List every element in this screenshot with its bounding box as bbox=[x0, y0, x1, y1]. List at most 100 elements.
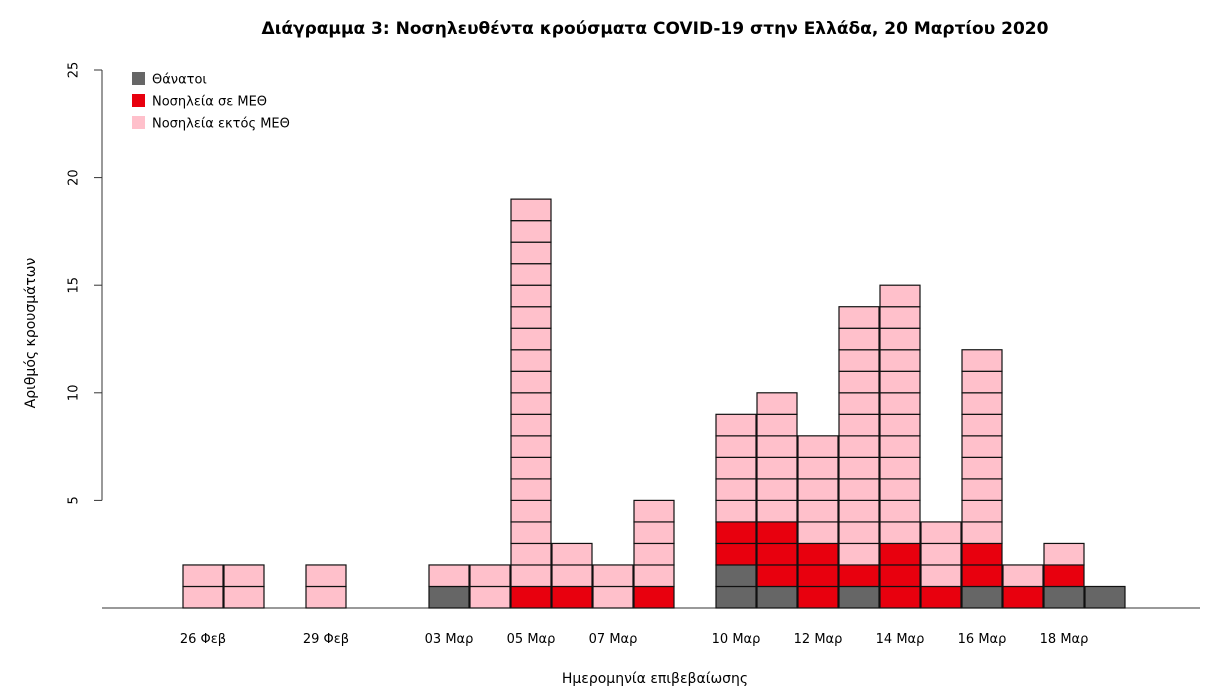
bar-block bbox=[920, 564, 962, 588]
bar-block bbox=[182, 564, 224, 588]
bar-block bbox=[961, 349, 1003, 372]
bar-block bbox=[715, 521, 757, 545]
bar-block bbox=[879, 327, 921, 351]
bar-block bbox=[961, 499, 1003, 523]
bar-block bbox=[1043, 542, 1085, 566]
bar-block bbox=[961, 413, 1003, 437]
bar-block bbox=[715, 542, 757, 566]
y-tick-label: 20 bbox=[67, 169, 82, 186]
bar-block bbox=[510, 370, 552, 394]
bar-block bbox=[797, 478, 839, 502]
bar-block bbox=[510, 306, 552, 329]
x-axis-label: Ημερομηνία επιβεβαίωσης bbox=[562, 671, 748, 687]
legend-label: Νοσηλεία σε ΜΕΘ bbox=[152, 95, 267, 110]
x-axis: 26 Φεβ 29 Φεβ 03 Μαρ 05 Μαρ 07 Μαρ 10 Μαρ 12 Μ… bbox=[102, 607, 1200, 647]
bar-block bbox=[838, 456, 880, 480]
bar-block bbox=[961, 392, 1003, 415]
bars bbox=[182, 198, 1126, 609]
bar-block bbox=[1084, 585, 1126, 609]
bar-block bbox=[510, 392, 552, 415]
bar-block bbox=[633, 521, 675, 545]
bar-block bbox=[510, 564, 552, 588]
bar-block bbox=[879, 456, 921, 480]
bar-block bbox=[633, 585, 675, 609]
bar-block bbox=[1043, 585, 1085, 609]
bar-block bbox=[879, 413, 921, 437]
bar-block bbox=[838, 327, 880, 351]
x-tick-label: 10 Μαρ bbox=[712, 632, 761, 647]
bar-block bbox=[510, 327, 552, 351]
bar-block bbox=[920, 542, 962, 566]
bar-block bbox=[223, 585, 265, 609]
bar-block bbox=[715, 585, 757, 609]
bar-block bbox=[838, 564, 880, 588]
bar-block bbox=[838, 370, 880, 394]
legend-swatch bbox=[132, 94, 145, 107]
x-tick-label: 07 Μαρ bbox=[589, 632, 638, 647]
bar-block bbox=[879, 349, 921, 372]
bar-block bbox=[838, 585, 880, 609]
bar-block bbox=[633, 499, 675, 523]
bar-block bbox=[510, 542, 552, 566]
bar-block bbox=[797, 542, 839, 566]
bar-block bbox=[715, 564, 757, 588]
bar-block bbox=[879, 499, 921, 523]
x-tick-label: 29 Φεβ bbox=[303, 632, 349, 647]
bar-block bbox=[510, 521, 552, 545]
bar-block bbox=[592, 564, 634, 588]
y-axis: 5 10 15 20 25 bbox=[67, 62, 103, 505]
bar-block bbox=[961, 370, 1003, 394]
bar-block bbox=[510, 284, 552, 308]
bar-block bbox=[879, 284, 921, 308]
bar-block bbox=[838, 413, 880, 437]
x-tick-label: 26 Φεβ bbox=[180, 632, 226, 647]
bar-block bbox=[961, 521, 1003, 545]
bar-block bbox=[838, 306, 880, 329]
bar-block bbox=[879, 564, 921, 588]
bar-block bbox=[715, 478, 757, 502]
bar-block bbox=[961, 585, 1003, 609]
bar-block bbox=[551, 542, 593, 566]
bar-block bbox=[838, 478, 880, 502]
x-tick-label: 18 Μαρ bbox=[1040, 632, 1089, 647]
legend-label: Νοσηλεία εκτός ΜΕΘ bbox=[152, 117, 290, 132]
y-tick-label: 25 bbox=[67, 62, 82, 79]
bar-block bbox=[510, 435, 552, 458]
y-tick-label: 15 bbox=[67, 277, 82, 294]
bar-block bbox=[756, 392, 798, 415]
bar-block bbox=[756, 456, 798, 480]
bar-block bbox=[756, 499, 798, 523]
y-tick-label: 5 bbox=[67, 496, 82, 504]
bar-block bbox=[469, 585, 511, 609]
bar-block bbox=[879, 370, 921, 394]
x-tick-label: 14 Μαρ bbox=[876, 632, 925, 647]
bar-block bbox=[1043, 564, 1085, 588]
y-tick-label: 10 bbox=[67, 385, 82, 402]
bar-block bbox=[510, 263, 552, 286]
x-tick-label: 03 Μαρ bbox=[425, 632, 474, 647]
x-tick-label: 16 Μαρ bbox=[958, 632, 1007, 647]
bar-block bbox=[305, 585, 347, 609]
bar-block bbox=[879, 585, 921, 609]
bar-block bbox=[879, 521, 921, 545]
bar-block bbox=[879, 392, 921, 415]
bar-block bbox=[961, 478, 1003, 502]
bar-block bbox=[838, 435, 880, 458]
legend-label: Θάνατοι bbox=[152, 73, 207, 88]
bar-block bbox=[920, 521, 962, 545]
bar-block bbox=[879, 306, 921, 329]
bar-block bbox=[961, 542, 1003, 566]
bar-block bbox=[961, 564, 1003, 588]
bar-block bbox=[510, 198, 552, 222]
chart-title: Διάγραμμα 3: Νοσηλευθέντα κρούσματα COVI… bbox=[262, 19, 1049, 39]
bar-block bbox=[756, 585, 798, 609]
bar-block bbox=[182, 585, 224, 609]
bar-block bbox=[715, 499, 757, 523]
bar-block bbox=[838, 521, 880, 545]
bar-block bbox=[838, 349, 880, 372]
bar-block bbox=[510, 220, 552, 243]
bar-block bbox=[428, 585, 470, 609]
legend-swatch bbox=[132, 72, 145, 85]
bar-block bbox=[756, 521, 798, 545]
